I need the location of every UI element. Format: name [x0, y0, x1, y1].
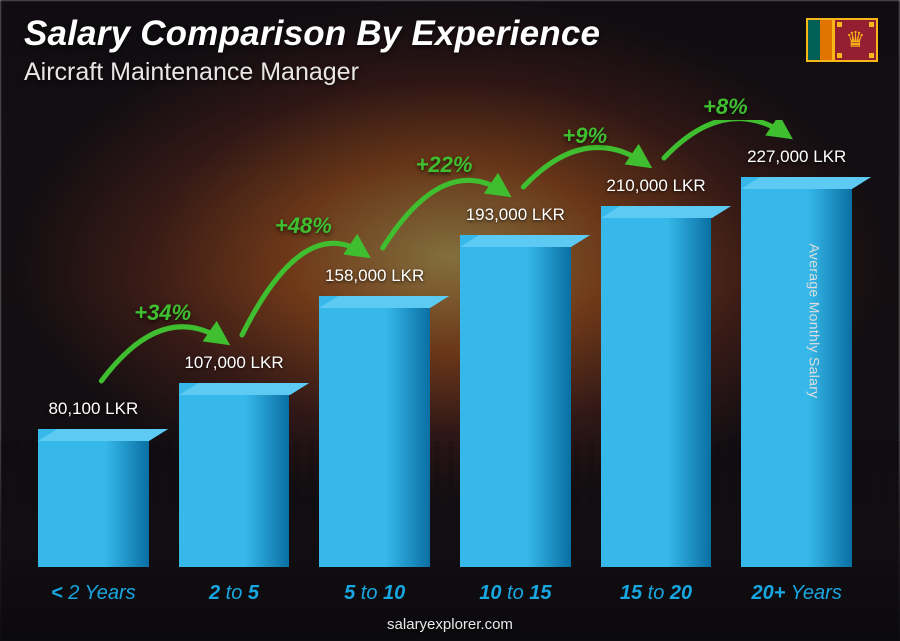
chart-title: Salary Comparison By Experience	[24, 14, 600, 54]
flag-stripe-green	[808, 20, 820, 60]
chart-container: Salary Comparison By Experience Aircraft…	[0, 0, 900, 641]
x-axis-label: < 2 Years	[38, 582, 149, 605]
increase-pct-label: +9%	[562, 123, 607, 149]
flag-stripe-orange	[820, 20, 832, 60]
footer-attribution: salaryexplorer.com	[0, 616, 900, 633]
flag-panel: ♛	[832, 20, 876, 60]
country-flag-srilanka: ♛	[806, 18, 878, 62]
flag-lion-icon: ♛	[846, 29, 866, 51]
flag-bo-leaf	[837, 53, 842, 58]
flag-bo-leaf	[869, 22, 874, 27]
x-axis-labels: < 2 Years 2 to 5 5 to 10 10 to 15 15 to 20 20…	[38, 582, 852, 605]
chart-subtitle: Aircraft Maintenance Manager	[24, 58, 359, 87]
increase-pct-label: +48%	[275, 213, 332, 239]
pct-labels: +34%+48%+22%+9%+8%	[38, 120, 852, 567]
flag-bo-leaf	[837, 22, 842, 27]
x-axis-label: 2 to 5	[179, 582, 290, 605]
bar-chart: 80,100 LKR107,000 LKR158,000 LKR193,000 …	[38, 120, 852, 567]
x-axis-label: 10 to 15	[460, 582, 571, 605]
y-axis-label: Average Monthly Salary	[807, 243, 823, 398]
x-axis-label: 5 to 10	[319, 582, 430, 605]
x-axis-label: 15 to 20	[601, 582, 712, 605]
increase-pct-label: +34%	[134, 300, 191, 326]
x-axis-label: 20+ Years	[741, 582, 852, 605]
increase-pct-label: +8%	[703, 94, 748, 120]
flag-bo-leaf	[869, 53, 874, 58]
increase-pct-label: +22%	[416, 152, 473, 178]
